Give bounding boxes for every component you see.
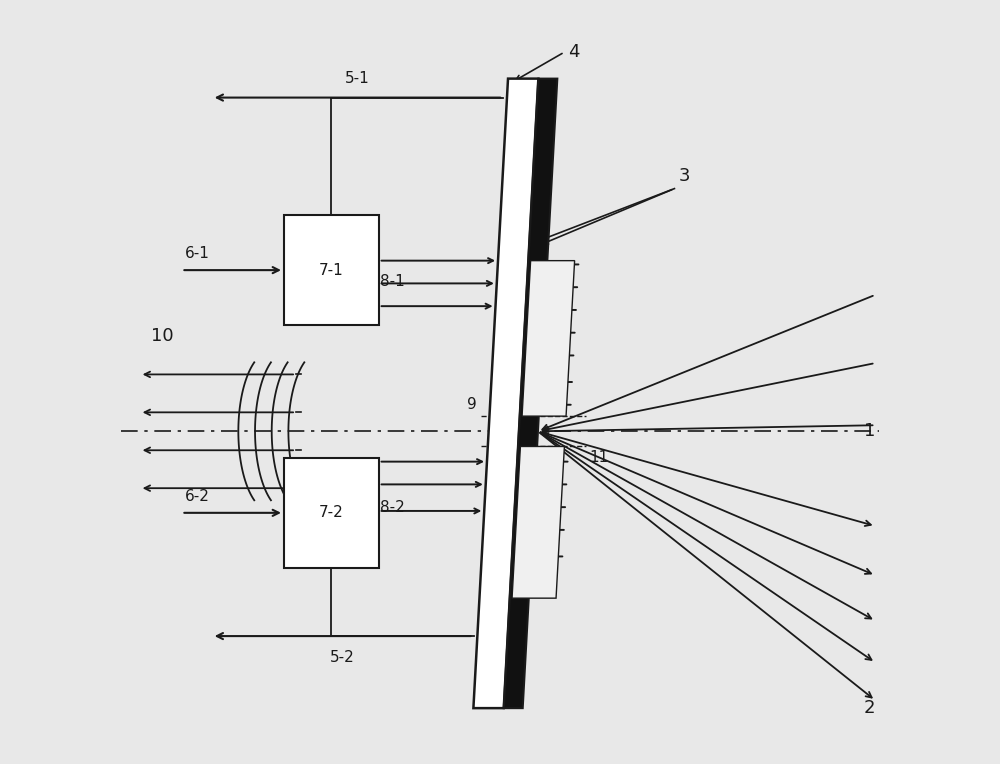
Text: 3: 3 xyxy=(678,167,690,185)
Text: 1: 1 xyxy=(864,422,875,440)
Text: 2: 2 xyxy=(864,699,875,717)
Text: 10: 10 xyxy=(151,328,174,345)
Polygon shape xyxy=(522,261,575,416)
Text: 8-2: 8-2 xyxy=(380,500,405,515)
Polygon shape xyxy=(473,79,538,708)
Polygon shape xyxy=(504,79,557,708)
Text: 4: 4 xyxy=(568,43,580,61)
Text: 11: 11 xyxy=(589,450,609,465)
Bar xyxy=(284,458,379,568)
Text: 6-1: 6-1 xyxy=(185,246,210,261)
Text: 7-2: 7-2 xyxy=(319,505,344,520)
Text: 8-1: 8-1 xyxy=(380,274,405,289)
Text: 6-2: 6-2 xyxy=(185,489,210,503)
Text: 9: 9 xyxy=(467,397,477,413)
Text: 5-1: 5-1 xyxy=(345,71,370,86)
Text: 5-2: 5-2 xyxy=(330,649,355,665)
Polygon shape xyxy=(512,446,564,598)
Bar xyxy=(284,215,379,325)
Text: 7-1: 7-1 xyxy=(319,263,344,277)
